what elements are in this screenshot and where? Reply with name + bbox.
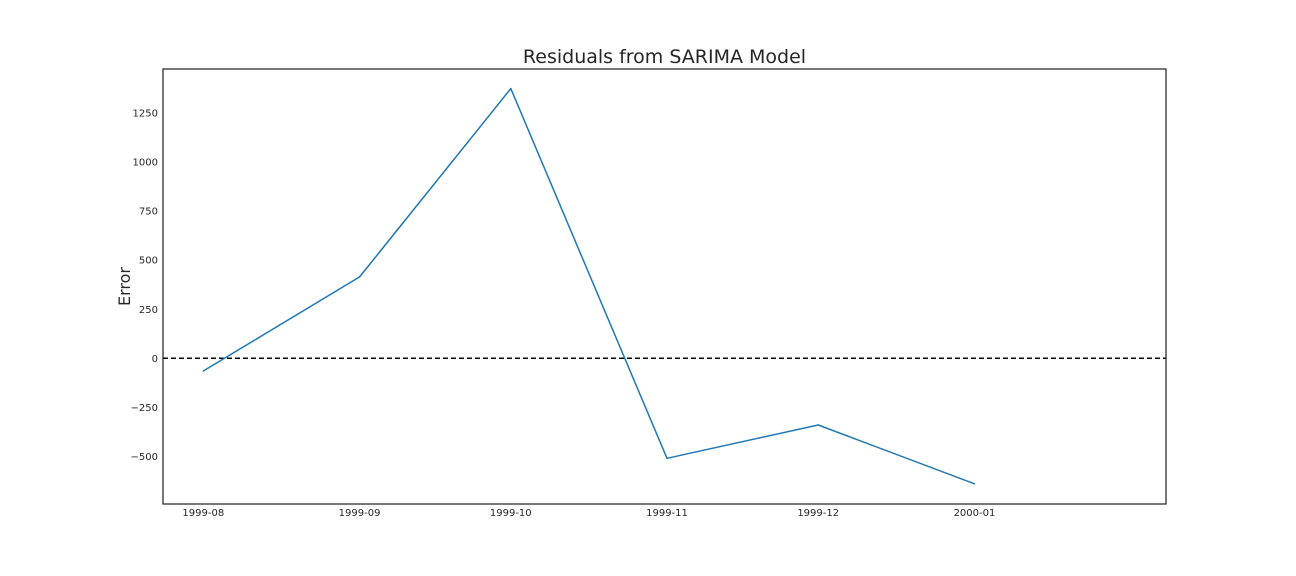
x-tick-label: 1999-09 xyxy=(339,508,381,519)
y-tick-label: 1000 xyxy=(133,158,158,169)
y-tick-label: −250 xyxy=(131,403,158,414)
y-tick-label: −500 xyxy=(131,452,158,463)
y-tick-label: 0 xyxy=(152,354,158,365)
x-tick-label: 1999-11 xyxy=(646,508,688,519)
chart-title: Residuals from SARIMA Model xyxy=(523,46,806,68)
data-point xyxy=(510,87,512,90)
y-tick-label: 500 xyxy=(139,256,158,267)
data-point xyxy=(358,276,361,278)
residual-series-line xyxy=(202,87,975,485)
y-tick-label: 750 xyxy=(139,207,158,218)
data-point xyxy=(666,457,668,460)
y-tick-label: 1250 xyxy=(133,109,158,120)
x-axis-ticks: 1999-08 1999-09 1999-10 1999-11 1999-12 2000-… xyxy=(182,508,995,519)
plot-area-frame xyxy=(162,68,1167,505)
x-tick-label: 1999-08 xyxy=(182,508,224,519)
y-axis-ticks: −500 −250 0 250 500 750 1000 1250 xyxy=(131,109,158,463)
data-point xyxy=(202,370,205,372)
y-tick-label: 250 xyxy=(139,305,158,316)
y-axis-label: Error xyxy=(115,267,134,306)
data-point xyxy=(817,424,819,426)
series-group xyxy=(202,87,976,485)
x-tick-label: 1999-10 xyxy=(490,508,532,519)
x-tick-label: 2000-01 xyxy=(954,508,996,519)
data-point xyxy=(973,483,976,485)
x-tick-label: 1999-12 xyxy=(797,508,839,519)
